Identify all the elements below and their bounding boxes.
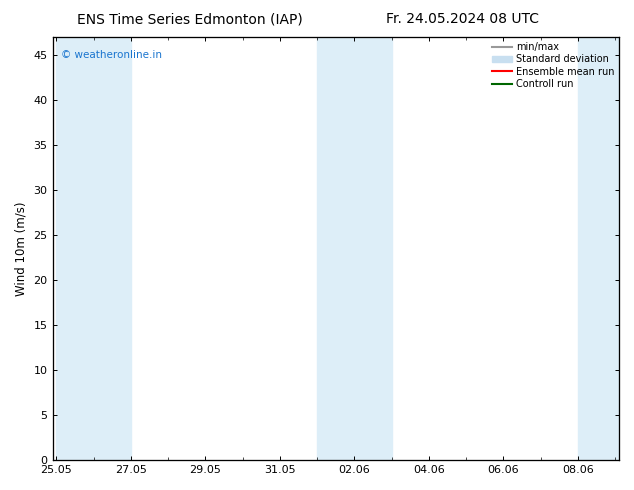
Legend: min/max, Standard deviation, Ensemble mean run, Controll run: min/max, Standard deviation, Ensemble me… [493,42,614,89]
Text: ENS Time Series Edmonton (IAP): ENS Time Series Edmonton (IAP) [77,12,303,26]
Bar [317,37,392,460]
Bar [578,37,623,460]
Y-axis label: Wind 10m (m/s): Wind 10m (m/s) [15,201,28,296]
Bar [56,37,131,460]
Text: Fr. 24.05.2024 08 UTC: Fr. 24.05.2024 08 UTC [386,12,540,26]
Text: © weatheronline.in: © weatheronline.in [61,50,162,60]
